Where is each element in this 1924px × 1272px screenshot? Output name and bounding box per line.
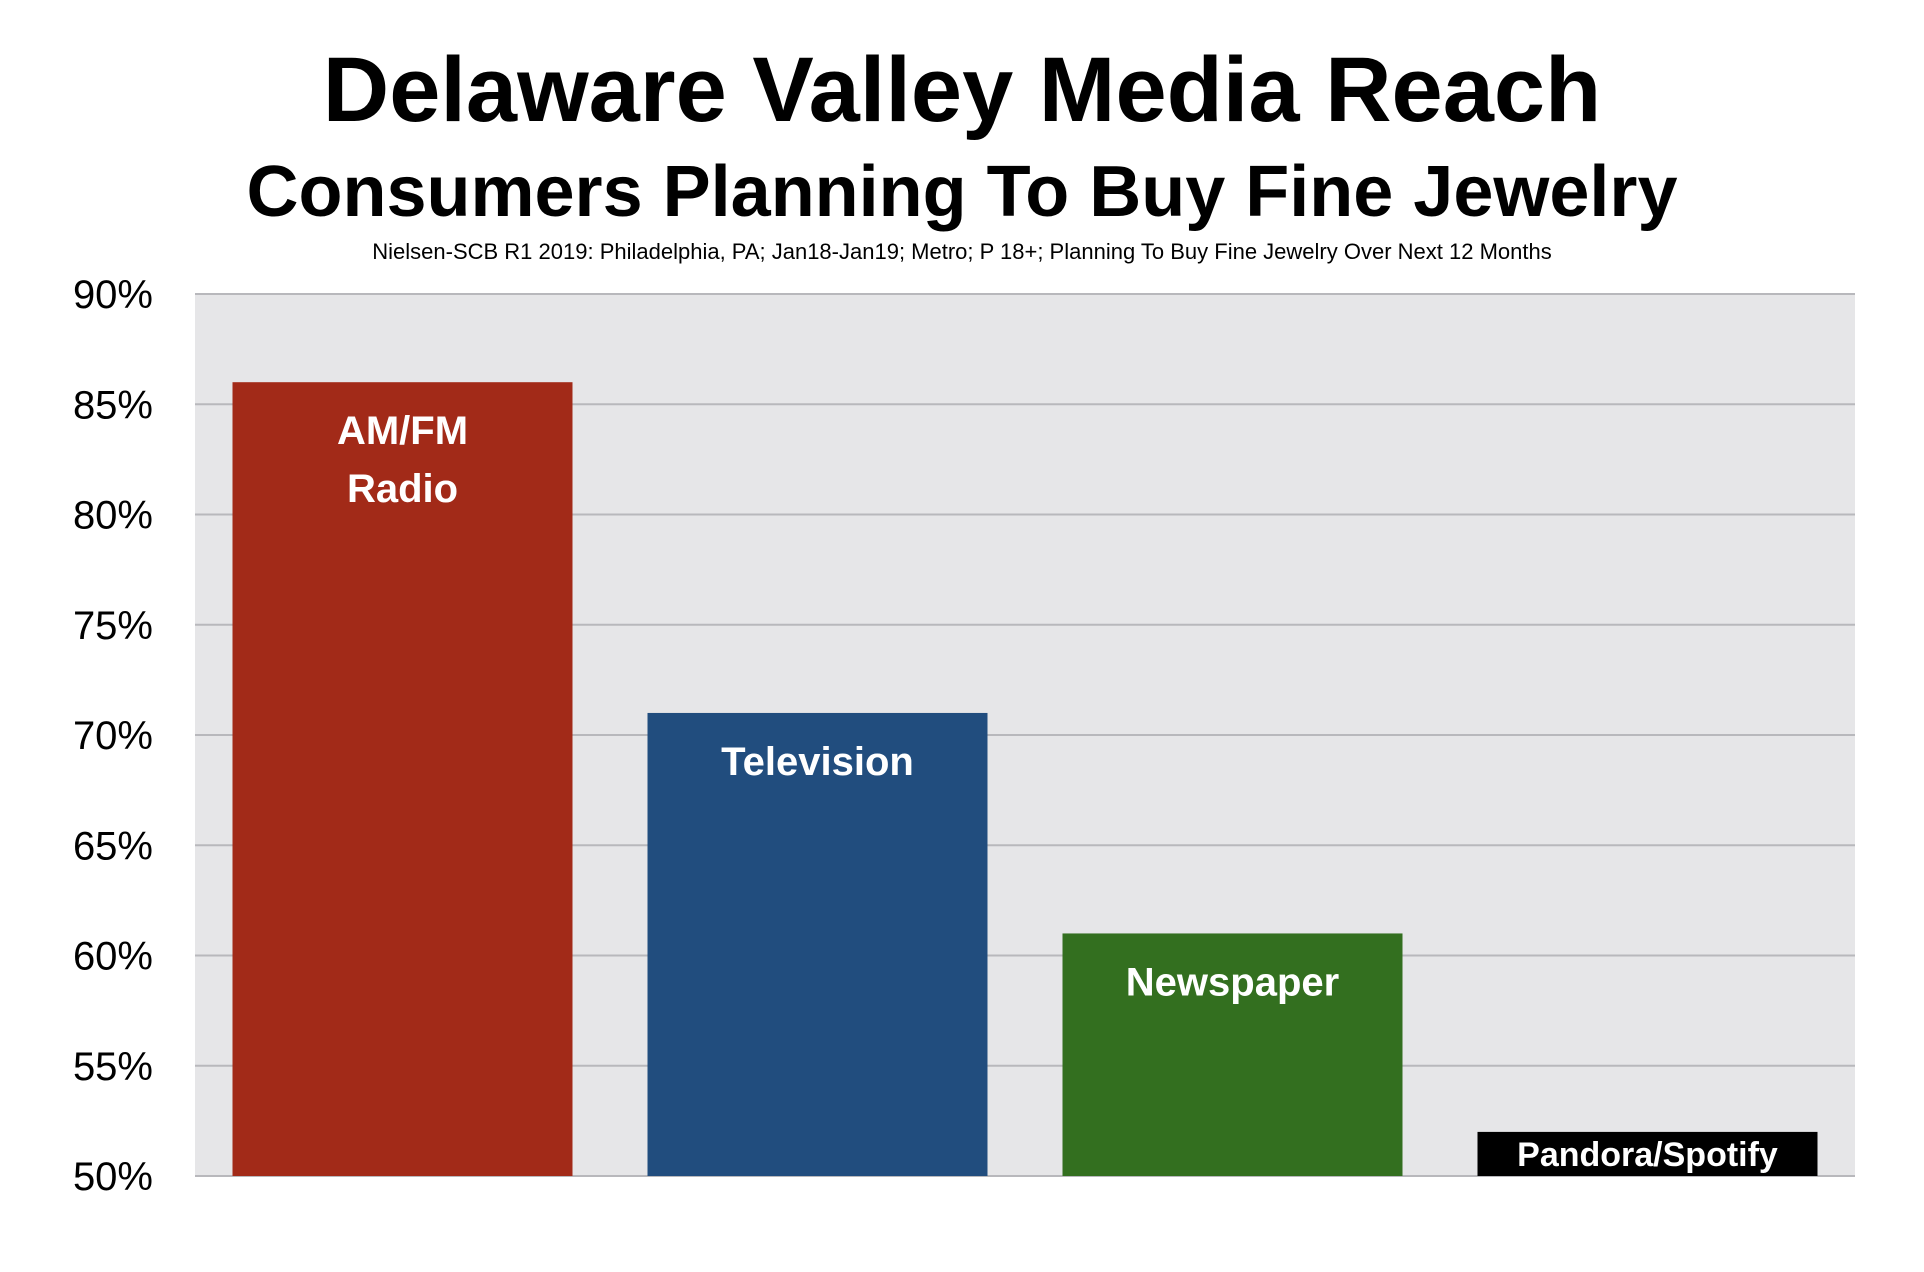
y-tick-label: 65% <box>73 824 153 868</box>
bar <box>1477 1131 1818 1176</box>
bar-category-label: Radio <box>347 467 458 511</box>
chart-source-note: Nielsen-SCB R1 2019: Philadelphia, PA; J… <box>372 239 1552 264</box>
bar-category-label: Television <box>721 740 914 784</box>
y-tick-label: 70% <box>73 714 153 758</box>
y-tick-label: 80% <box>73 494 153 538</box>
bar <box>1062 933 1403 1176</box>
bar-category-label: Newspaper <box>1126 960 1339 1004</box>
bar-category-label: Pandora/Spotify <box>1517 1136 1778 1174</box>
bars: AM/FM Radio Television Newspaper Pandora/Spo… <box>232 382 1818 1176</box>
chart-title: Delaware Valley Media Reach <box>322 39 1602 141</box>
y-tick-label: 50% <box>73 1155 153 1199</box>
bar <box>232 382 573 1176</box>
y-tick-label: 75% <box>73 604 153 648</box>
y-tick-label: 90% <box>73 273 153 317</box>
y-tick-label: 55% <box>73 1045 153 1089</box>
y-axis-ticks: 50% 55% 60% 65% 70% 75% 80% 85% 90% <box>73 273 153 1199</box>
y-tick-label: 85% <box>73 383 153 427</box>
y-tick-label: 60% <box>73 935 153 979</box>
chart-subtitle: Consumers Planning To Buy Fine Jewelry <box>246 152 1678 232</box>
bar <box>647 712 988 1176</box>
bar-category-label: AM/FM <box>337 409 468 453</box>
